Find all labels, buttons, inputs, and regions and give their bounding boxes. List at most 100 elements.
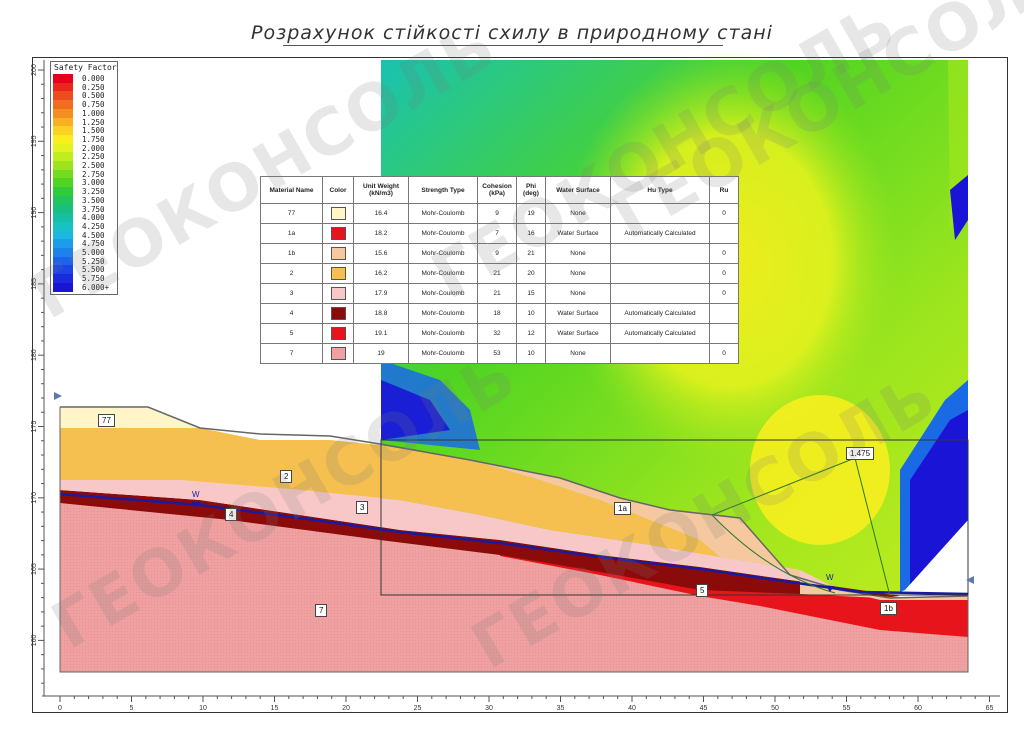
legend-item: 0.750 [53, 100, 115, 110]
title-underline [283, 45, 723, 46]
legend-item: 4.250 [53, 221, 115, 231]
legend-title: Safety Factor [54, 63, 117, 72]
x-tick-label: 60 [914, 705, 922, 712]
legend-label: 2.750 [82, 169, 105, 179]
layer-label-2[interactable]: 2 [280, 470, 293, 483]
table-cell [709, 303, 739, 324]
material-color-cell [322, 283, 354, 304]
x-tick-label: 0 [58, 705, 62, 712]
table-cell: 10 [516, 343, 546, 364]
legend-item: 3.250 [53, 187, 115, 197]
legend-swatch [53, 161, 73, 170]
table-cell: 18.2 [353, 223, 409, 244]
material-color-cell [322, 223, 354, 244]
y-tick-label: 180 [31, 349, 38, 361]
table-cell: 1a [260, 223, 323, 244]
table-cell [610, 263, 710, 284]
legend-swatch [53, 100, 73, 110]
critical-slip-surface [711, 514, 836, 594]
legend-label: 0.750 [82, 100, 105, 110]
table-row[interactable]: 77 16.4 Mohr-Coulomb 9 19 None 0 [260, 203, 739, 224]
table-row[interactable]: 1b 15.6 Mohr-Coulomb 9 21 None 0 [260, 243, 739, 264]
table-row[interactable]: 7 19 Mohr-Coulomb 53 10 None 0 [260, 343, 739, 364]
legend-item: 0.250 [53, 82, 115, 92]
legend-item: 4.500 [53, 230, 115, 240]
table-cell [610, 243, 710, 264]
legend-swatch [53, 195, 73, 205]
table-row[interactable]: 4 18.8 Mohr-Coulomb 18 10 Water Surface Automa… [260, 303, 739, 324]
legend-swatch [53, 74, 73, 83]
material-color-swatch [330, 267, 346, 280]
legend-swatch [53, 213, 73, 223]
x-tick-label: 35 [557, 705, 565, 712]
layer-label-7[interactable]: 7 [315, 604, 328, 617]
legend-label: 0.000 [82, 74, 105, 83]
legend-swatch [53, 248, 73, 257]
table-cell: None [545, 283, 611, 304]
legend-label: 2.500 [82, 161, 105, 170]
left-boundary-marker[interactable] [54, 392, 62, 400]
water-marker-left-triangle [192, 502, 200, 508]
material-properties-table: Material Name Color Unit Weight (kN/m3) Str… [260, 176, 739, 364]
x-tick-label: 55 [843, 705, 851, 712]
y-tick-label: 175 [31, 421, 38, 433]
table-cell [709, 223, 739, 244]
soil-layers [60, 406, 969, 672]
material-color-cell [322, 343, 354, 364]
table-cell: 1b [260, 243, 323, 264]
y-tick-label: 160 [31, 634, 38, 646]
material-color-swatch [330, 227, 346, 240]
x-tick-label: 50 [771, 705, 779, 712]
layer-label-3[interactable]: 3 [356, 501, 369, 514]
x-tick-label: 15 [271, 705, 279, 712]
legend-label: 2.250 [82, 152, 105, 162]
layer-label-1b[interactable]: 1b [880, 602, 897, 615]
table-row[interactable]: 5 19.1 Mohr-Coulomb 32 12 Water Surface Automa… [260, 323, 739, 344]
table-row[interactable]: 3 17.9 Mohr-Coulomb 21 15 None 0 [260, 283, 739, 304]
safety-factor-label[interactable]: 1.475 [846, 447, 875, 460]
y-tick-label: 190 [31, 207, 38, 219]
water-marker-right-triangle [826, 586, 834, 592]
layer-2 [60, 428, 720, 557]
legend-item: 1.750 [53, 134, 115, 144]
material-color-swatch [330, 287, 346, 300]
legend-item: 2.000 [53, 143, 115, 153]
drawing-frame [32, 57, 1008, 713]
legend-item: 0.000 [53, 74, 115, 83]
table-cell: 2 [260, 263, 323, 284]
x-tick-label: 65 [986, 705, 994, 712]
legend-label: 1.750 [82, 134, 105, 144]
layer-label-5[interactable]: 5 [696, 584, 709, 597]
legend-item: 2.250 [53, 152, 115, 162]
layer-label-4[interactable]: 4 [225, 508, 238, 521]
right-boundary-marker[interactable] [966, 576, 974, 584]
layer-label-77[interactable]: 77 [98, 414, 115, 427]
table-body: 77 16.4 Mohr-Coulomb 9 19 None 0 1a 18.2 Mohr-Cou… [260, 203, 739, 364]
legend-label: 5.000 [82, 248, 105, 257]
legend-label: 1.000 [82, 108, 105, 118]
layer-77 [60, 407, 200, 428]
slip-radius-line-1 [711, 457, 856, 516]
material-color-cell [322, 303, 354, 324]
material-color-swatch [330, 207, 346, 220]
legend-swatch [53, 204, 73, 214]
legend-swatch [53, 117, 73, 127]
legend-swatch [53, 239, 73, 249]
layer-label-1a[interactable]: 1a [614, 502, 631, 515]
legend-swatch [53, 152, 73, 162]
legend-swatch [53, 230, 73, 240]
x-tick-label: 40 [628, 705, 636, 712]
table-cell: 4 [260, 303, 323, 324]
legend-label: 1.500 [82, 126, 105, 136]
material-color-cell [322, 323, 354, 344]
legend-item: 1.500 [53, 126, 115, 136]
table-header-cell: Color [322, 176, 354, 204]
legend-item: 4.750 [53, 239, 115, 249]
x-tick-label: 10 [199, 705, 207, 712]
legend-swatch [53, 143, 73, 153]
y-axis-ticks: 200 195 190 185 180 175 170 165 160 [31, 64, 44, 684]
legend-item: 5.500 [53, 265, 115, 275]
legend-label: 0.250 [82, 82, 105, 92]
table-cell: 18.8 [353, 303, 409, 324]
